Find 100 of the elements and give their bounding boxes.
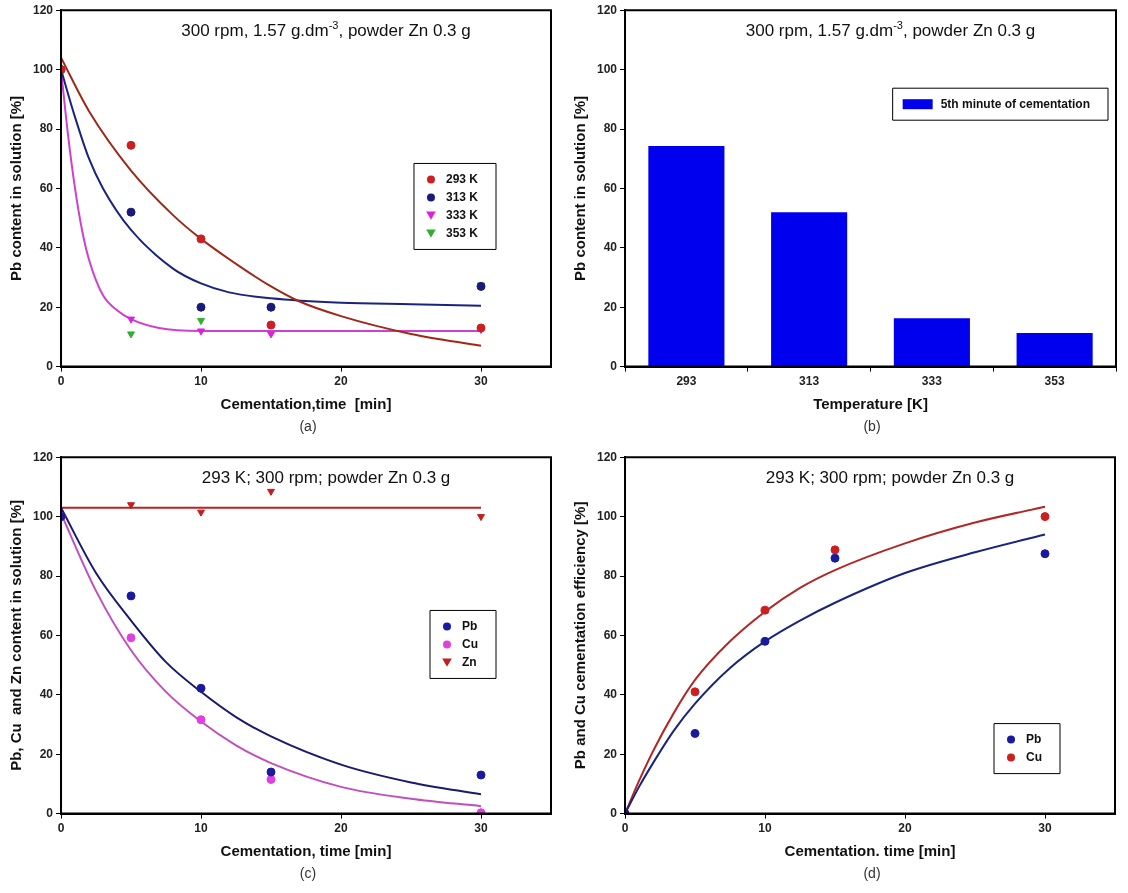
x-tick-label: 10 [758, 820, 773, 835]
x-tick-label: 0 [57, 820, 65, 835]
point [196, 714, 206, 724]
y-tick-label: 80 [603, 121, 618, 136]
point [760, 605, 770, 615]
y-tick-label: 20 [39, 746, 54, 761]
y-tick-label: 60 [603, 180, 618, 195]
y-tick-label: 0 [610, 805, 618, 820]
y-axis-title: Pb and Cu cementation efficiency [%] [571, 501, 589, 769]
point [197, 328, 205, 336]
y-tick-label: 40 [603, 686, 618, 701]
y-tick-label: 120 [596, 449, 618, 464]
point [477, 513, 485, 521]
x-axis-title: Cementation,time [min] [220, 395, 392, 413]
text: (b) [862, 418, 882, 434]
x-tick-label: 10 [194, 374, 209, 389]
point [830, 553, 840, 563]
y-tick-label: 0 [610, 358, 618, 373]
point [196, 234, 206, 244]
x-tick-label: 0 [621, 820, 629, 835]
point [126, 632, 136, 642]
x-tick-label: 30 [474, 820, 488, 835]
y-tick-label: 100 [32, 61, 54, 76]
y-axis-title: Pb content in solution [%] [571, 95, 589, 281]
y-tick-label: 60 [39, 627, 54, 642]
point [476, 807, 486, 814]
point [196, 683, 206, 693]
legend-label: 293 K [445, 171, 479, 186]
point [126, 590, 136, 600]
x-tick-label: 333 [921, 374, 943, 389]
bar [771, 212, 848, 367]
point [197, 509, 205, 517]
x-tick-label: 293 [676, 374, 697, 389]
point [476, 323, 486, 333]
y-tick-label: 60 [603, 627, 618, 642]
x-tick-label: 20 [334, 820, 348, 835]
legend-label: Pb [1026, 731, 1042, 746]
y-tick-label: 80 [39, 567, 54, 582]
legend-label: 313 K [445, 189, 479, 204]
x-axis-title: Cementation. time [min] [784, 841, 956, 859]
point [1040, 548, 1050, 558]
point [266, 767, 276, 777]
x-tick-label: 20 [898, 820, 912, 835]
bar [1016, 333, 1093, 367]
bar [648, 145, 725, 367]
point [127, 331, 135, 339]
text: (a) [298, 418, 318, 434]
point [126, 140, 136, 150]
x-tick-label: 10 [194, 820, 209, 835]
y-tick-label: 120 [596, 2, 618, 17]
y-tick-label: 120 [32, 2, 54, 17]
legend-label: Cu [1026, 749, 1042, 764]
point [476, 769, 486, 779]
y-tick-label: 80 [603, 567, 618, 582]
x-tick-label: 313 [799, 374, 820, 389]
y-tick-label: 100 [32, 508, 54, 523]
y-tick-label: 60 [39, 180, 54, 195]
point [266, 774, 276, 784]
y-tick-label: 40 [603, 240, 618, 255]
y-tick-label: 20 [39, 299, 54, 314]
x-tick-label: 30 [1038, 820, 1052, 835]
point [197, 318, 205, 326]
point [127, 501, 135, 509]
legend-label: Pb [462, 618, 478, 633]
legend-label: 353 K [445, 225, 479, 240]
legend-label: 5th minute of cementation [940, 96, 1090, 111]
legend-label: Cu [462, 636, 478, 651]
x-tick-label: 30 [474, 374, 488, 389]
point [126, 207, 136, 217]
point [1040, 511, 1050, 521]
y-tick-label: 100 [596, 61, 618, 76]
point [267, 488, 275, 496]
y-axis-title: Pb content in solution [%] [7, 95, 25, 281]
y-tick-label: 20 [603, 299, 618, 314]
point [830, 544, 840, 554]
point [690, 728, 700, 738]
y-tick-label: 20 [603, 746, 618, 761]
point [196, 302, 206, 312]
y-tick-label: 40 [39, 686, 54, 701]
x-tick-label: 0 [57, 374, 65, 389]
y-tick-label: 0 [46, 805, 54, 820]
y-tick-label: 40 [39, 240, 54, 255]
legend-label: Zn [462, 654, 477, 669]
x-tick-label: 20 [334, 374, 348, 389]
text: (d) [862, 864, 882, 881]
text: 293 K; 300 rpm; powder Zn 0.3 g [201, 467, 451, 487]
y-tick-label: 0 [46, 358, 54, 373]
y-tick-label: 100 [596, 508, 618, 523]
bar [893, 318, 970, 367]
point [266, 320, 276, 330]
point [760, 636, 770, 646]
point [267, 331, 275, 339]
legend-label: 333 K [445, 207, 479, 222]
x-tick-label: 353 [1044, 374, 1065, 389]
y-axis-title: Pb, Cu and Zn content in solution [%] [7, 499, 25, 771]
y-tick-label: 80 [39, 121, 54, 136]
x-axis-title: Cementation, time [min] [220, 841, 392, 859]
point [690, 686, 700, 696]
y-tick-label: 120 [32, 449, 54, 464]
x-axis-title: Temperature [K] [813, 395, 928, 413]
